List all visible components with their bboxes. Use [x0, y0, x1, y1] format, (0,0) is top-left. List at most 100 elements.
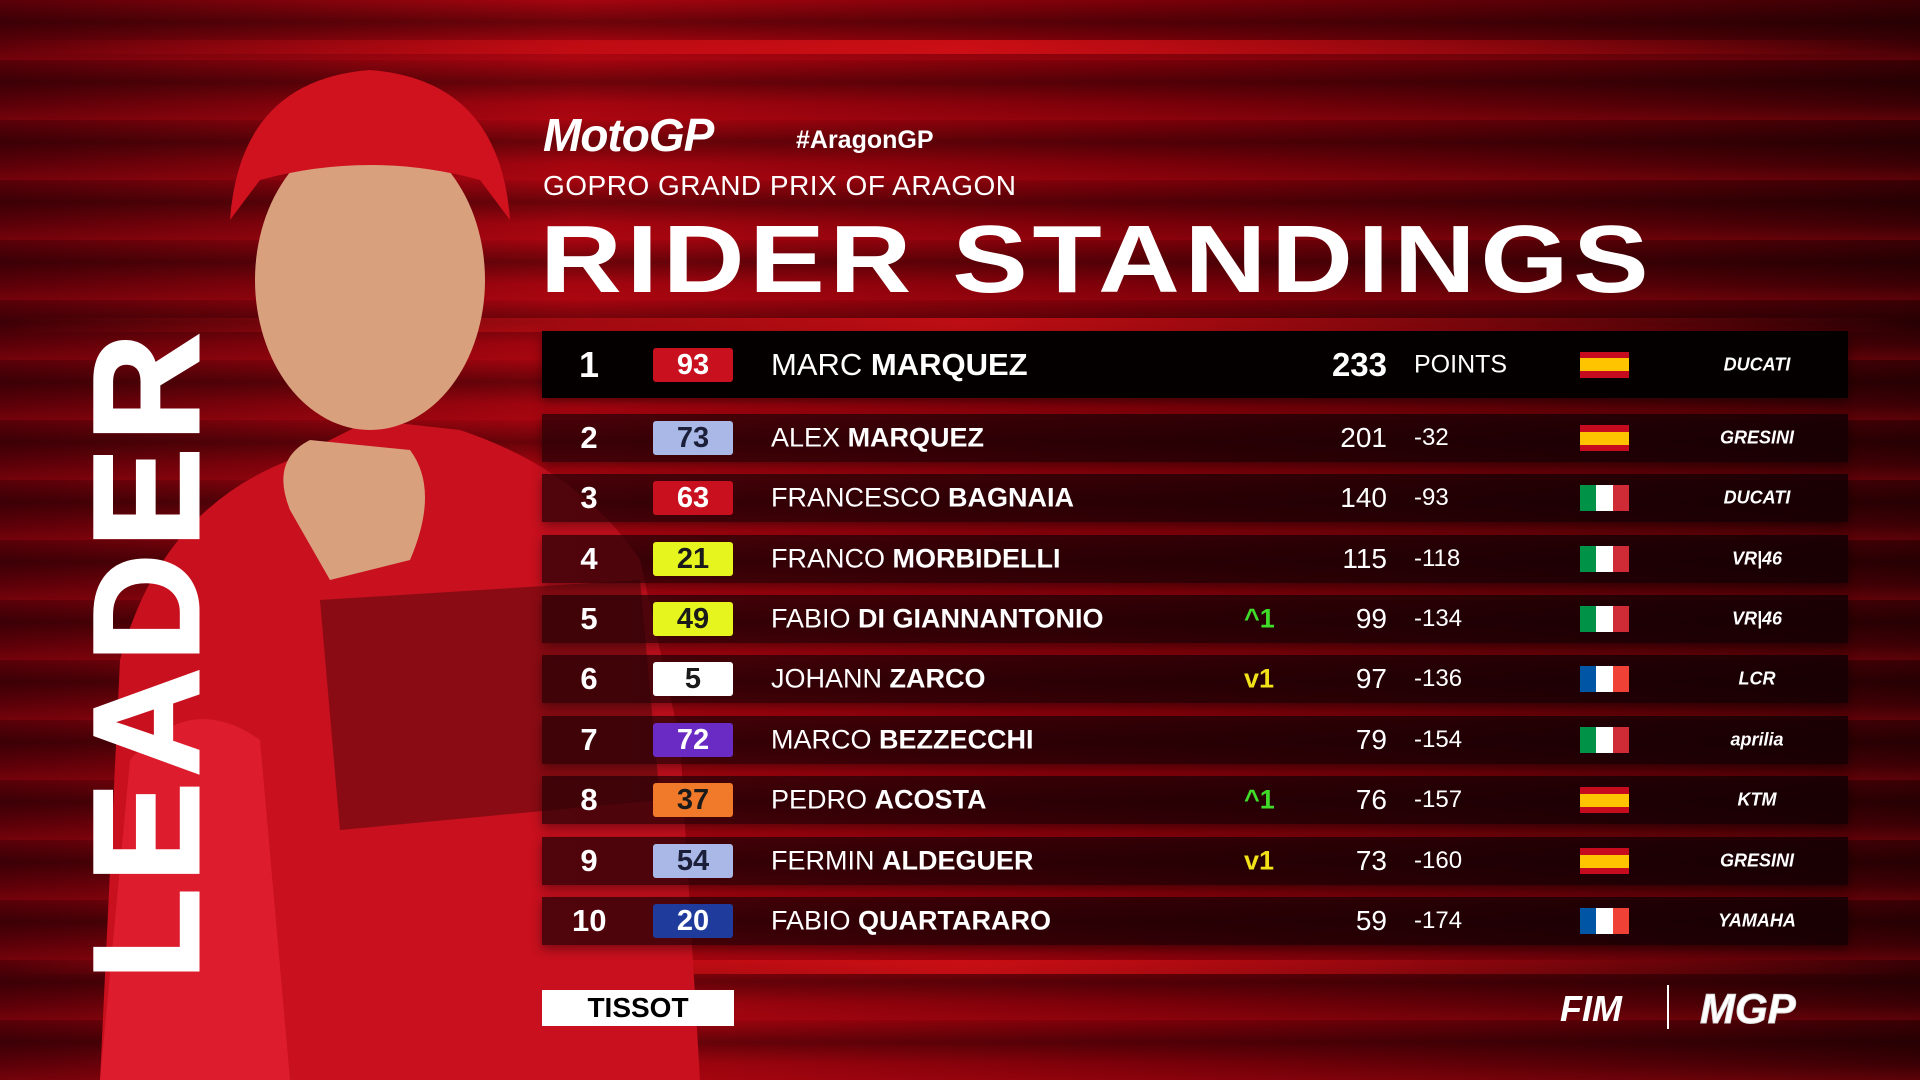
rider-name: FRANCO MORBIDELLI [771, 544, 1061, 575]
position-change: ^1 [1244, 603, 1275, 634]
points: 73 [1355, 845, 1387, 876]
spain-flag-icon [1580, 351, 1629, 378]
hashtag: #AragonGP [796, 126, 934, 154]
bg-stripe [0, 40, 1920, 54]
rider-name: FABIO QUARTARARO [771, 906, 1051, 937]
rider-number-badge: 37 [653, 783, 733, 817]
first-name: MARCO [771, 724, 872, 755]
standings-row: 7 72 MARCO BEZZECCHI 79 -154 aprilia [542, 716, 1848, 764]
position-change: v1 [1244, 845, 1275, 876]
standings-row: 3 63 FRANCESCO BAGNAIA 140 -93 DUCATI [542, 474, 1848, 522]
rider-name: MARCO BEZZECCHI [771, 725, 1034, 756]
points: 97 [1355, 663, 1387, 694]
standings-row: 10 20 FABIO QUARTARARO 59 -174 YAMAHA [542, 897, 1848, 945]
points: 59 [1355, 905, 1387, 936]
standings-row: 5 49 FABIO DI GIANNANTONIO ^1 99 -134 VR… [542, 595, 1848, 643]
position: 8 [580, 782, 598, 817]
side-label: LEADER [61, 326, 232, 982]
points: 201 [1340, 422, 1387, 453]
points-gap: -154 [1414, 726, 1463, 753]
rider-number-badge: 72 [653, 723, 733, 757]
points-label: POINTS [1414, 350, 1508, 378]
position: 7 [580, 722, 598, 757]
rider-name: MARC MARQUEZ [771, 347, 1028, 383]
standings-row: 2 73 ALEX MARQUEZ 201 -32 GRESINI [542, 414, 1848, 462]
standings-row: 8 37 PEDRO ACOSTA ^1 76 -157 KTM [542, 776, 1848, 824]
first-name: PEDRO [771, 784, 868, 815]
standings-row: 6 5 JOHANN ZARCO v1 97 -136 LCR [542, 655, 1848, 703]
position: 5 [580, 601, 598, 636]
position: 6 [580, 661, 598, 696]
team-logo: KTM [1737, 789, 1777, 810]
points-gap: -134 [1414, 605, 1463, 632]
points: 233 [1331, 345, 1387, 383]
team-logo: aprilia [1730, 729, 1784, 750]
last-name: MARQUEZ [870, 346, 1028, 382]
spain-flag-icon [1580, 425, 1629, 451]
mgp-logo: MGP [1700, 985, 1797, 1033]
position: 3 [580, 480, 598, 515]
spain-flag-icon [1580, 848, 1629, 874]
rider-number-badge: 49 [653, 602, 733, 636]
points-gap: -32 [1414, 424, 1449, 451]
team-logo: DUCATI [1723, 487, 1791, 508]
rider-name: JOHANN ZARCO [771, 664, 986, 695]
first-name: FRANCESCO [771, 482, 941, 513]
position: 9 [580, 843, 598, 878]
tissot-logo: TISSOT [542, 990, 734, 1026]
position-change: v1 [1244, 663, 1275, 694]
rider-name: FERMIN ALDEGUER [771, 846, 1034, 877]
motogp-logo: MotoGP [543, 108, 714, 162]
position: 10 [572, 903, 607, 938]
standings-row: 9 54 FERMIN ALDEGUER v1 73 -160 GRESINI [542, 837, 1848, 885]
rider-name: PEDRO ACOSTA [771, 785, 987, 816]
last-name: DI GIANNANTONIO [858, 603, 1104, 634]
rider-number-badge: 5 [653, 662, 733, 696]
position: 4 [580, 541, 598, 576]
rider-number-badge: 54 [653, 844, 733, 878]
points: 115 [1342, 543, 1387, 574]
last-name: MARQUEZ [847, 422, 985, 453]
italy-flag-icon [1580, 485, 1629, 511]
header: MotoGP #AragonGP [543, 108, 934, 162]
team-logo: GRESINI [1719, 850, 1794, 871]
rider-name: FRANCESCO BAGNAIA [771, 483, 1074, 514]
first-name: FRANCO [771, 543, 885, 574]
position-change: ^1 [1244, 784, 1275, 815]
team-logo: VR|46 [1731, 608, 1783, 629]
rider-number-badge: 63 [653, 481, 733, 515]
points: 140 [1340, 482, 1387, 513]
position: 2 [580, 420, 598, 455]
rider-number-badge: 73 [653, 421, 733, 455]
rider-number-badge: 20 [653, 904, 733, 938]
points-gap: -174 [1414, 907, 1463, 934]
italy-flag-icon [1580, 546, 1629, 572]
first-name: FABIO [771, 905, 851, 936]
first-name: JOHANN [771, 663, 883, 694]
last-name: ACOSTA [874, 784, 987, 815]
first-name: ALEX [771, 422, 841, 453]
divider [1667, 985, 1669, 1029]
last-name: BAGNAIA [948, 482, 1075, 513]
event-subtitle: GOPRO GRAND PRIX OF ARAGON [543, 170, 1017, 201]
last-name: ZARCO [889, 663, 986, 694]
page-title: RIDER STANDINGS [540, 206, 1654, 313]
first-name: FERMIN [771, 845, 875, 876]
france-flag-icon [1580, 666, 1629, 692]
points-gap: -118 [1414, 545, 1461, 572]
last-name: MORBIDELLI [892, 543, 1061, 574]
rider-number-badge: 21 [653, 542, 733, 576]
points-gap: -93 [1414, 484, 1449, 511]
last-name: QUARTARARO [858, 905, 1052, 936]
italy-flag-icon [1580, 606, 1629, 632]
rider-name: FABIO DI GIANNANTONIO [771, 604, 1104, 635]
standings-row: 4 21 FRANCO MORBIDELLI 115 -118 VR|46 [542, 535, 1848, 583]
last-name: BEZZECCHI [879, 724, 1034, 755]
points-gap: -160 [1414, 847, 1463, 874]
rider-number-badge: 93 [653, 347, 733, 382]
team-logo: GRESINI [1719, 427, 1794, 448]
team-logo: YAMAHA [1718, 910, 1796, 931]
points: 76 [1355, 784, 1387, 815]
fim-logo: FIM [1560, 988, 1622, 1029]
rider-name: ALEX MARQUEZ [771, 423, 984, 454]
